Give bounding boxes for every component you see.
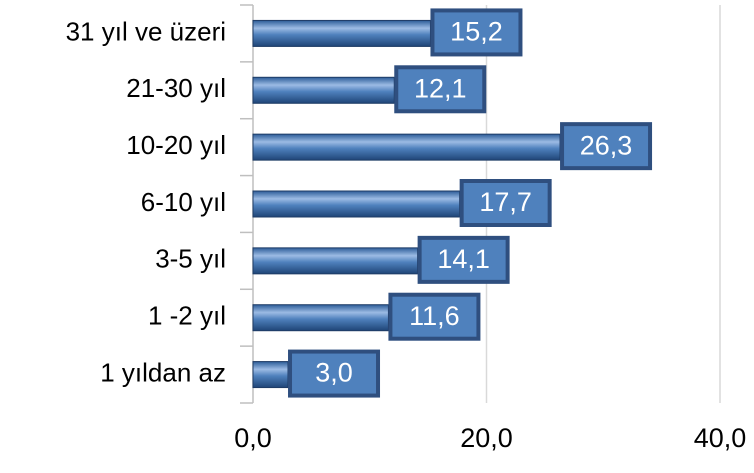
value-label-box: [394, 65, 487, 114]
value-label: 15,2: [450, 17, 503, 47]
bar: [252, 19, 431, 47]
bar: [252, 133, 561, 161]
bar: [252, 76, 395, 104]
bar: [252, 304, 389, 332]
value-label-box: [560, 122, 653, 171]
y-tick-label: 6-10 yıl: [141, 187, 226, 217]
value-label: 3,0: [315, 358, 353, 388]
x-tick-label: 40,0: [694, 423, 747, 453]
value-label: 26,3: [580, 130, 633, 160]
value-label-box: [417, 235, 510, 284]
value-label-box: [288, 349, 381, 398]
value-label: 14,1: [437, 244, 490, 274]
value-label: 17,7: [479, 187, 532, 217]
y-tick-label: 31 yıl ve üzeri: [66, 16, 226, 46]
bar: [252, 190, 461, 218]
value-label: 11,6: [409, 301, 460, 331]
bar: [252, 247, 419, 275]
bar: [252, 361, 289, 389]
value-label-box: [430, 8, 523, 57]
value-label: 12,1: [414, 73, 467, 103]
value-label-box: [459, 179, 552, 227]
value-label-box: [388, 292, 481, 341]
y-tick-label: 1 yıldan az: [100, 357, 226, 387]
y-tick-label: 10-20 yıl: [126, 130, 226, 160]
y-tick-label: 3-5 yıl: [155, 244, 226, 274]
x-tick-label: 0,0: [234, 423, 272, 453]
x-tick-label: 20,0: [460, 423, 513, 453]
y-tick-label: 21-30 yıl: [126, 73, 226, 103]
y-tick-label: 1 -2 yıl: [148, 301, 226, 331]
